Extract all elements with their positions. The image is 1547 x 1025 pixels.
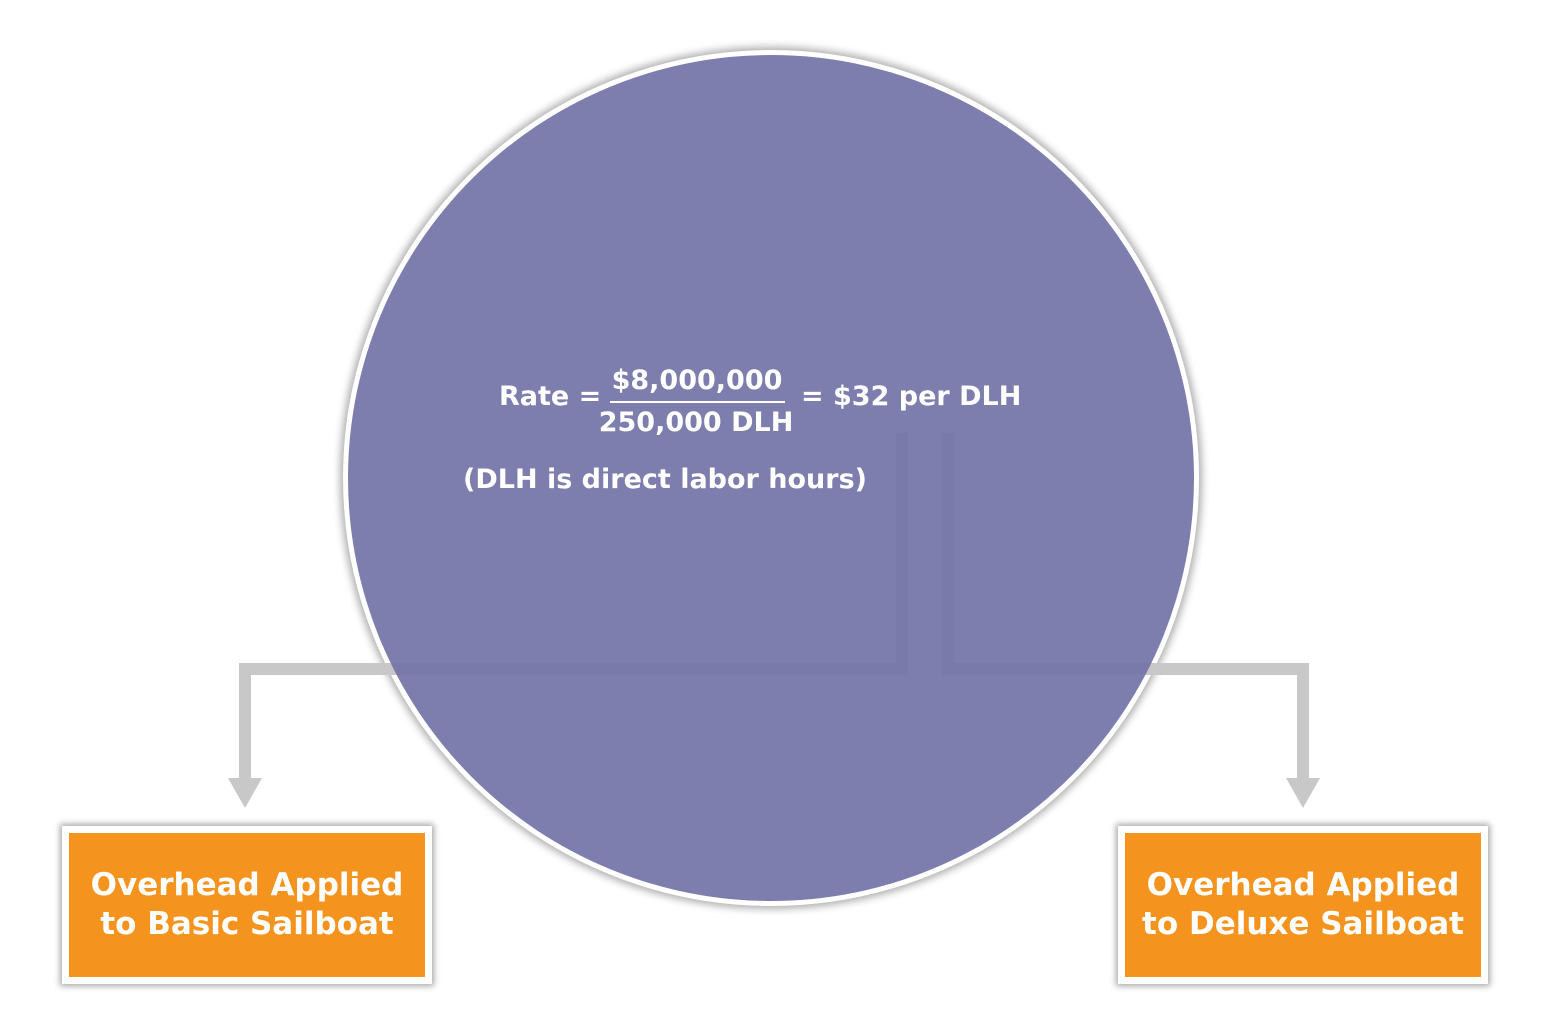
fraction-bar: [610, 401, 785, 403]
rate-label: Rate =: [499, 381, 602, 412]
arrowhead-deluxe: [1286, 778, 1320, 808]
overhead-deluxe-sailboat-box: Overhead Applied to Deluxe Sailboat: [1118, 826, 1488, 984]
overhead-deluxe-sailboat-label: Overhead Applied to Deluxe Sailboat: [1142, 867, 1464, 942]
dlh-note: (DLH is direct labor hours): [463, 464, 867, 495]
overhead-basic-sailboat-box: Overhead Applied to Basic Sailboat: [62, 826, 432, 984]
fraction-numerator: $8,000,000: [611, 365, 783, 396]
rate-result: = $32 per DLH: [801, 381, 1022, 412]
overhead-basic-sailboat-label: Overhead Applied to Basic Sailboat: [90, 867, 404, 942]
arrowhead-basic: [228, 778, 262, 808]
fraction-denominator: 250,000 DLH: [598, 407, 794, 438]
overhead-rate-circle: [348, 55, 1194, 901]
